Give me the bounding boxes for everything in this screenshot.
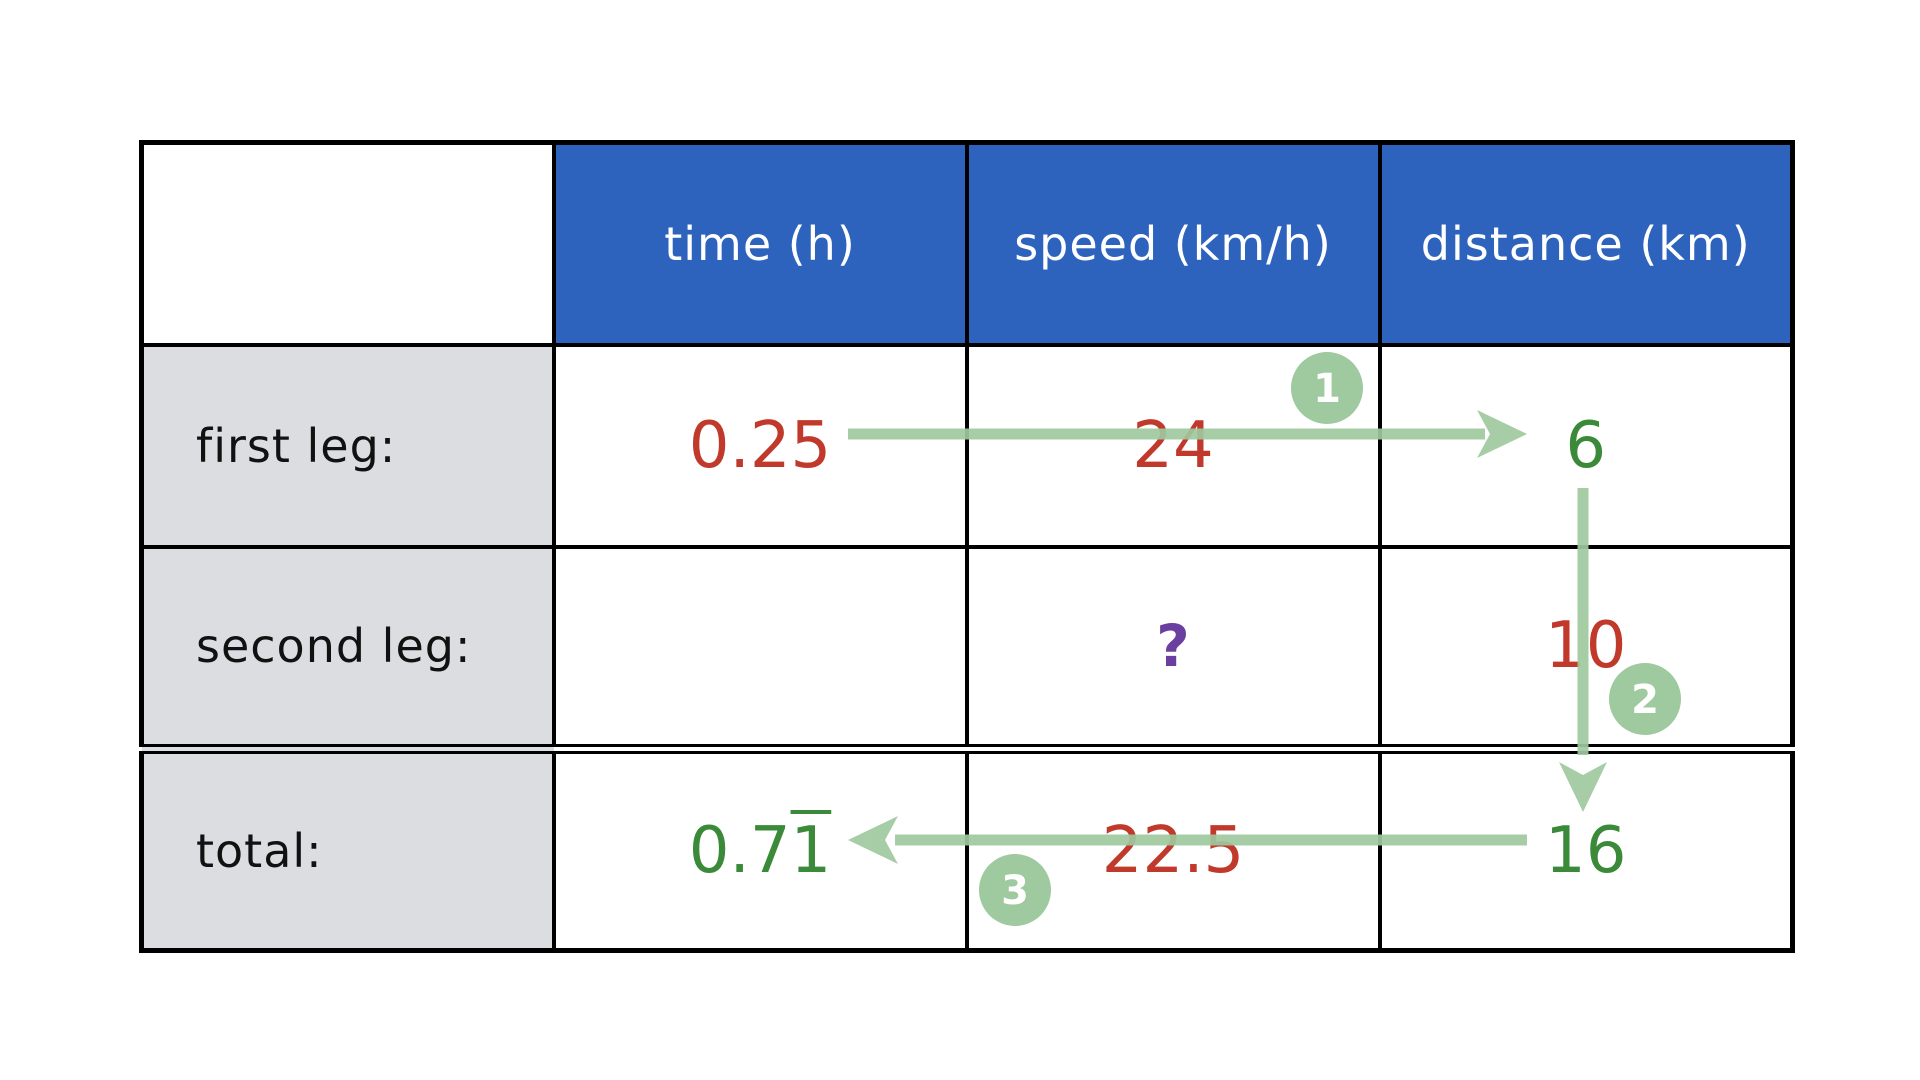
table-row-second-leg: second leg: ? 10 [139, 544, 1795, 751]
total-distance-value: 16 [1545, 813, 1627, 888]
first-leg-distance-value: 6 [1565, 408, 1607, 483]
total-time-repeating-digit: 1 [790, 813, 832, 888]
cell-total-distance: 16 [1377, 743, 1795, 953]
total-time-main: 0.7 [688, 813, 791, 888]
corner-cell [139, 140, 556, 347]
cell-second-leg-speed: ? [964, 544, 1382, 751]
total-time-value: 0.71 [689, 814, 832, 888]
second-leg-distance-value: 10 [1545, 609, 1627, 683]
cell-second-leg-time [551, 544, 969, 751]
table-row-first-leg: first leg: 0.25 24 6 [139, 342, 1795, 549]
cell-second-leg-distance: 10 [1377, 544, 1795, 751]
rate-table: time (h) speed (km/h) distance (km) firs… [139, 140, 1795, 953]
cell-total-speed: 22.5 [964, 743, 1382, 953]
cell-total-time: 0.71 [551, 743, 969, 953]
row-label-first-leg: first leg: [139, 342, 556, 549]
row-label-total: total: [139, 743, 556, 953]
cell-first-leg-time: 0.25 [551, 342, 969, 549]
table-row-total: total: 0.71 22.5 16 [139, 743, 1795, 953]
cell-first-leg-speed: 24 [964, 342, 1382, 549]
first-leg-time-value: 0.25 [688, 408, 832, 483]
header-speed: speed (km/h) [964, 140, 1382, 347]
second-leg-speed-unknown: ? [1156, 612, 1190, 680]
header-distance: distance (km) [1377, 140, 1795, 347]
header-time: time (h) [551, 140, 969, 347]
total-speed-value: 22.5 [1101, 813, 1245, 888]
table-header-row: time (h) speed (km/h) distance (km) [139, 140, 1795, 347]
row-label-second-leg: second leg: [139, 544, 556, 751]
cell-first-leg-distance: 6 [1377, 342, 1795, 549]
first-leg-speed-value: 24 [1132, 408, 1214, 483]
